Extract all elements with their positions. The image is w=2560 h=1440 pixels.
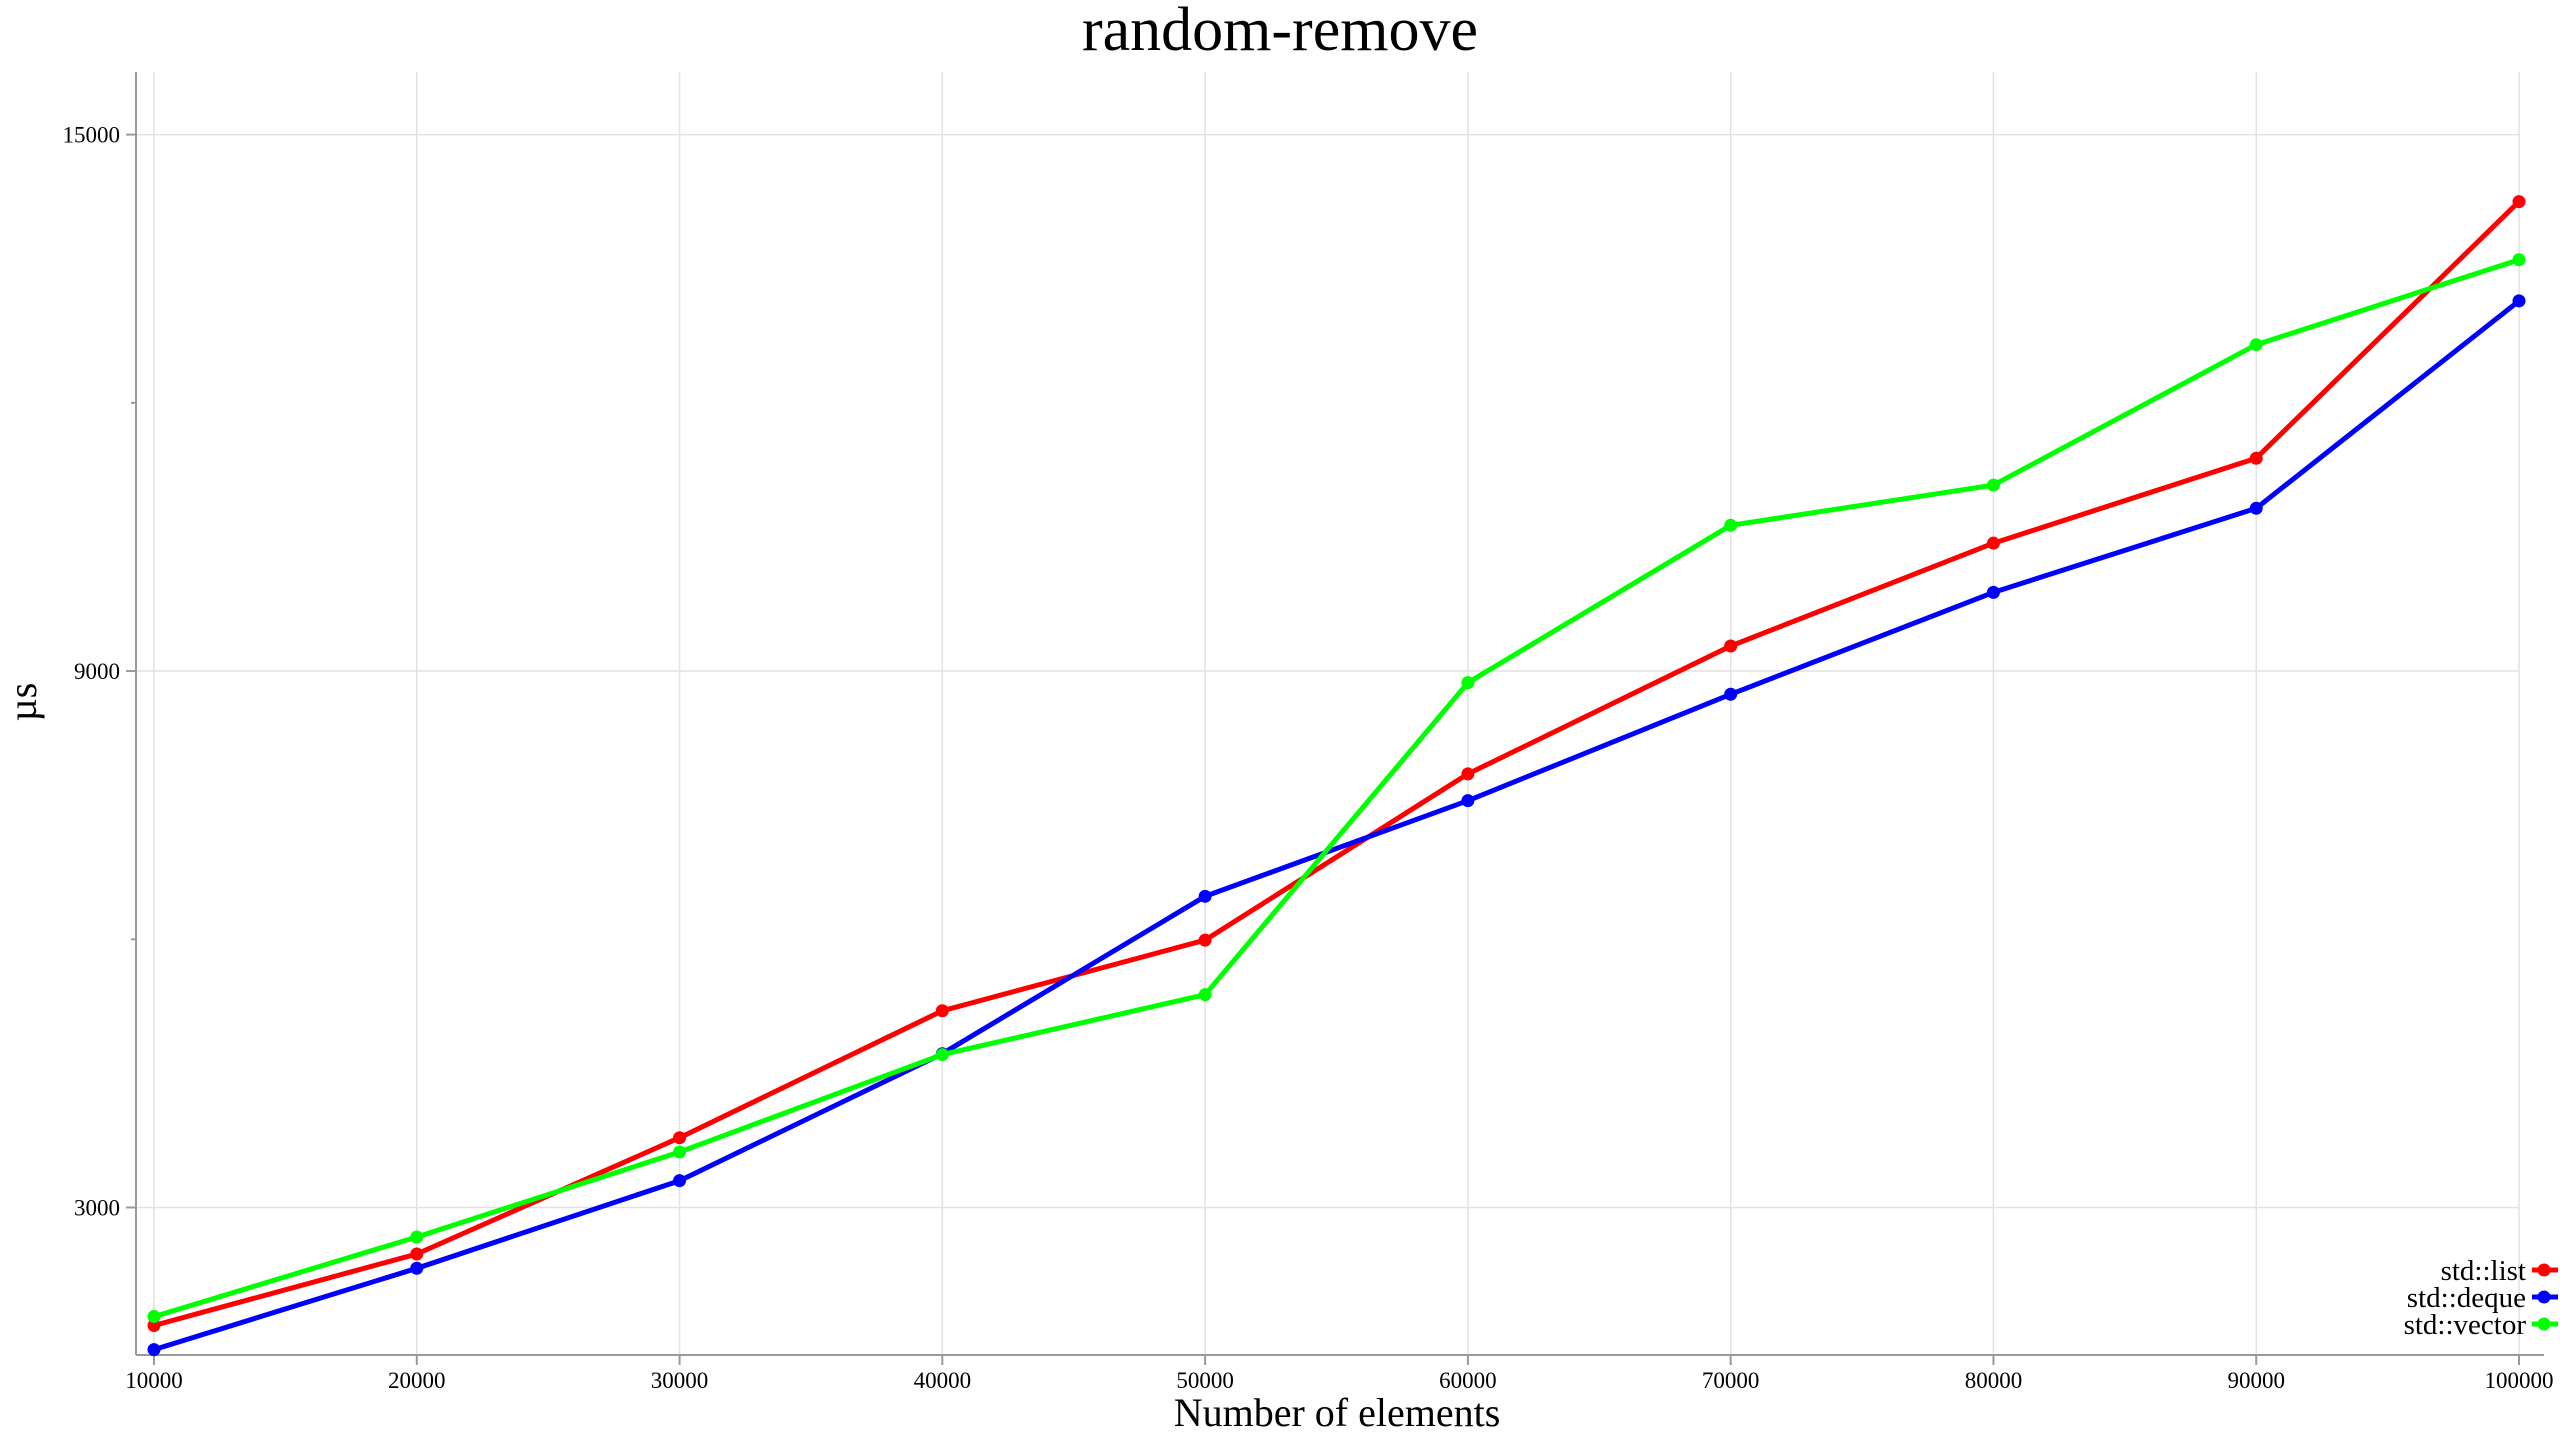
legend-label: std::vector: [2404, 1309, 2527, 1341]
x-tick-label: 20000: [388, 1368, 446, 1393]
x-tick-label: 60000: [1439, 1368, 1497, 1393]
data-point: [673, 1145, 687, 1159]
data-point: [1461, 767, 1475, 781]
series-line: [151, 199, 2522, 1328]
x-tick-label: 90000: [2227, 1368, 2285, 1393]
data-point: [2249, 501, 2263, 515]
x-axis-label: Number of elements: [1174, 1390, 1501, 1435]
x-tick-label: 10000: [125, 1368, 183, 1393]
legend-swatch-point: [2537, 1290, 2551, 1304]
data-point: [935, 1004, 949, 1018]
data-point: [673, 1174, 687, 1188]
data-point: [1986, 585, 2000, 599]
data-point: [1724, 687, 1738, 701]
data-point: [147, 1310, 161, 1324]
data-point: [1461, 794, 1475, 808]
y-tick-label: 9000: [74, 659, 120, 684]
legend-label: std::list: [2441, 1255, 2526, 1287]
data-point: [147, 1318, 161, 1332]
series-0: [147, 195, 2526, 1332]
data-point: [2512, 294, 2526, 308]
data-point: [2249, 451, 2263, 465]
y-tick-label: 15000: [63, 123, 121, 148]
data-point: [1461, 676, 1475, 690]
data-point: [1986, 536, 2000, 550]
series-1: [147, 294, 2526, 1357]
x-tick-label: 30000: [651, 1368, 709, 1393]
grid: [136, 72, 2520, 1355]
x-tick-label: 40000: [914, 1368, 972, 1393]
axes: [135, 72, 2544, 1356]
x-tick-label: 70000: [1702, 1368, 1760, 1393]
data-point: [2249, 338, 2263, 352]
data-point: [1198, 988, 1212, 1002]
data-point: [410, 1247, 424, 1261]
x-tick-label: 50000: [1176, 1368, 1234, 1393]
legend-swatch-point: [2537, 1317, 2551, 1331]
series-2: [147, 253, 2526, 1324]
y-tick-label: 3000: [74, 1195, 120, 1220]
series-line: [151, 257, 2522, 1320]
legend-label: std::deque: [2407, 1282, 2526, 1314]
data-point: [673, 1131, 687, 1145]
series: [147, 195, 2526, 1357]
ticks: 10000 20000 30000 40000 50000 60000 70000 80000…: [63, 123, 2554, 1393]
data-point: [935, 1048, 949, 1062]
data-point: [1198, 889, 1212, 903]
data-point: [2512, 253, 2526, 267]
data-point: [1198, 933, 1212, 947]
x-tick-label: 100000: [2485, 1368, 2554, 1393]
y-axis-label: µs: [0, 683, 45, 722]
data-point: [2512, 195, 2526, 209]
data-point: [1724, 639, 1738, 653]
data-point: [1724, 518, 1738, 532]
series-line: [151, 298, 2522, 1353]
chart-title: random-remove: [1082, 0, 1478, 64]
legend-swatch-point: [2537, 1263, 2551, 1277]
data-point: [147, 1343, 161, 1357]
data-point: [410, 1230, 424, 1244]
data-point: [410, 1261, 424, 1275]
x-tick-label: 80000: [1965, 1368, 2023, 1393]
data-point: [1986, 478, 2000, 492]
